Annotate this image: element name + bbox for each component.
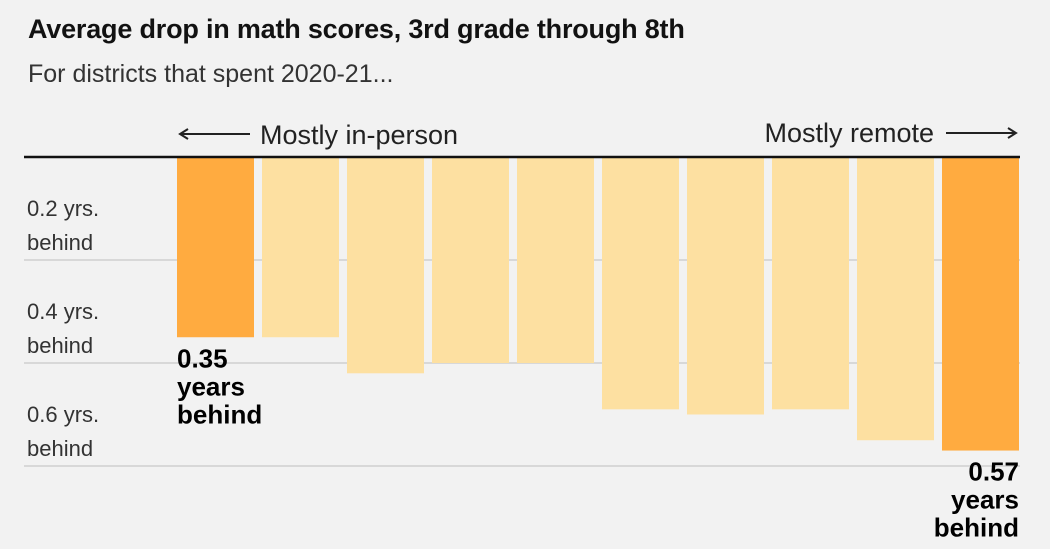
bars	[177, 157, 1019, 451]
left-arrow-icon	[178, 128, 250, 140]
bar	[857, 157, 934, 441]
bar	[347, 157, 424, 374]
bar	[942, 157, 1019, 451]
right-direction-label: Mostly remote	[764, 118, 934, 148]
y-tick-label: behind	[27, 230, 93, 255]
highlight-value-label: behind	[934, 513, 1019, 543]
y-tick-label: 0.6 yrs.	[27, 402, 99, 427]
bar	[262, 157, 339, 338]
bar	[432, 157, 509, 363]
highlight-value-label: behind	[177, 399, 262, 429]
left-direction-label: Mostly in-person	[260, 120, 458, 150]
chart-subtitle: For districts that spent 2020-21...	[28, 60, 394, 88]
y-tick-label: behind	[27, 436, 93, 461]
y-tick-label: 0.2 yrs.	[27, 196, 99, 221]
highlight-value-label: 0.57	[968, 457, 1019, 487]
bar	[687, 157, 764, 415]
highlight-value-label: 0.35	[177, 343, 228, 373]
highlight-value-label: years	[951, 485, 1019, 515]
right-arrow-icon	[946, 127, 1018, 139]
highlight-value-label: years	[177, 371, 245, 401]
bar	[177, 157, 254, 338]
bar	[517, 157, 594, 363]
y-axis-ticks: 0.2 yrs. behind 0.4 yrs. behind 0.6 yrs. behi…	[27, 196, 99, 461]
y-tick-label: behind	[27, 333, 93, 358]
y-tick-label: 0.4 yrs.	[27, 299, 99, 324]
bar	[602, 157, 679, 410]
chart-title: Average drop in math scores, 3rd grade t…	[28, 14, 685, 44]
bar	[772, 157, 849, 410]
direction-labels: Mostly in-person Mostly remote	[178, 118, 1018, 150]
